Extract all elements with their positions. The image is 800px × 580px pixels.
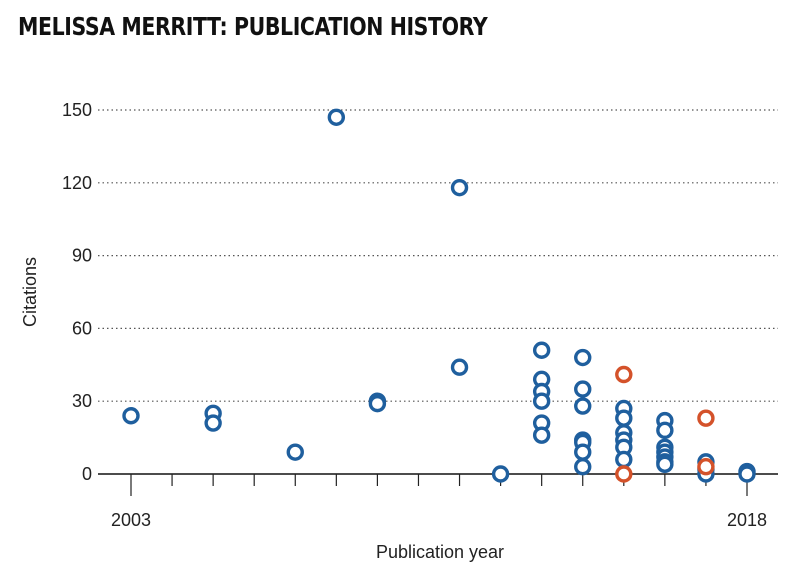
data-point-blue [738,465,756,483]
data-point-orange [697,458,715,476]
data-point-blue [450,358,469,376]
data-point-blue [532,392,551,410]
x-tick-labels: 2003 2018 [111,510,767,530]
gridlines [98,109,778,402]
data-point-blue [491,465,510,483]
y-tick-label: 120 [62,173,92,193]
data-point-orange [615,365,633,384]
data-point-blue [532,426,551,444]
data-point-orange [697,409,715,427]
data-point-blue [368,394,387,413]
y-tick-label: 60 [72,318,92,338]
data-point-blue [615,450,633,469]
data-point-blue [327,108,346,126]
data-point-orange [615,465,633,483]
data-point-blue [656,421,674,440]
x-axis [98,473,778,496]
y-tick-label: 0 [82,464,92,484]
x-tick-label: 2003 [111,510,151,530]
x-axis-label: Publication year [376,542,504,562]
chart-title: MELISSA MERRITT: PUBLICATION HISTORY [18,12,488,41]
data-point-blue [204,414,222,432]
y-tick-label: 150 [62,100,92,120]
y-tick-label: 30 [72,391,92,411]
data-point-blue [574,380,592,398]
data-point-blue [122,407,140,425]
data-point-blue [286,443,304,461]
y-tick-labels: 0 30 60 90 120 150 [62,100,92,484]
data-point-blue [656,455,674,473]
data-point-blue [615,409,633,427]
y-tick-label: 90 [72,246,92,266]
y-axis-label: Citations [20,257,40,327]
x-tick-label: 2018 [727,510,767,530]
data-point-blue [574,443,592,461]
data-point-blue [574,397,592,415]
data-points [122,108,756,483]
data-point-blue [574,348,592,367]
data-point-blue [574,458,592,476]
data-point-blue [450,178,469,197]
data-point-blue [532,341,551,359]
